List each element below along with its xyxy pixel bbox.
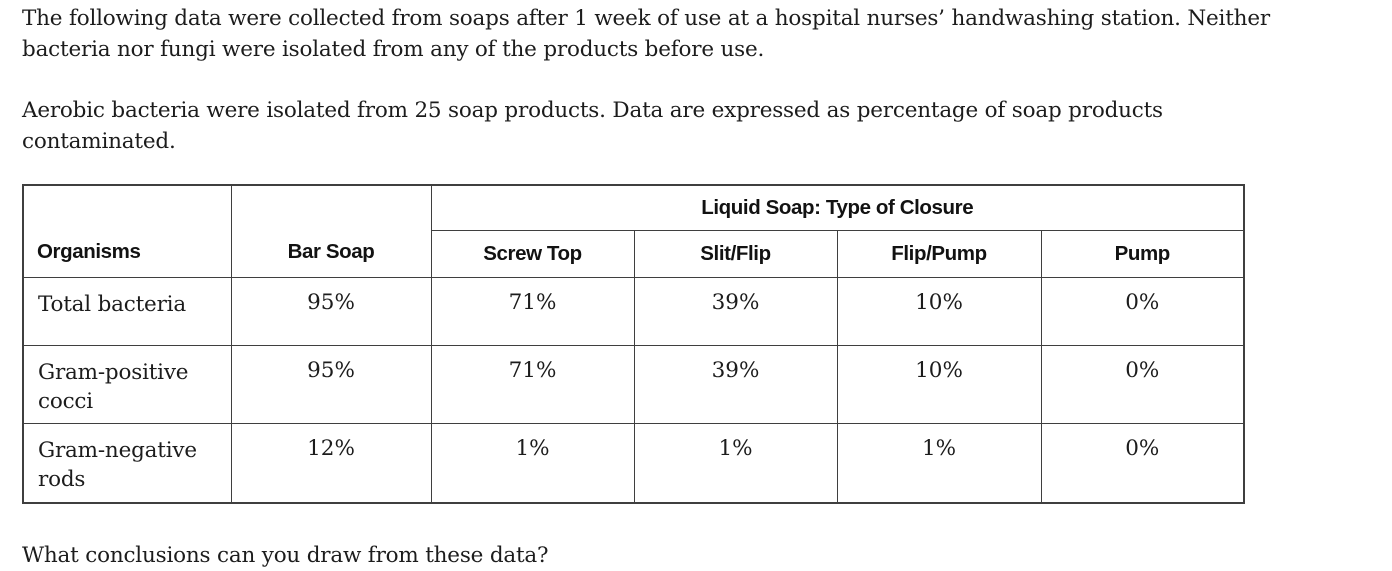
table-cell: 1%	[836, 422, 1042, 504]
row-label: Gram-negative rods	[22, 422, 232, 504]
question-text: What conclusions can you draw from these…	[22, 543, 549, 568]
table-cell: 10%	[836, 344, 1042, 424]
table-cell: 39%	[633, 344, 838, 424]
table-subheader-row: Screw Top Slit/Flip Flip/Pump Pump	[23, 229, 1245, 278]
table-cell: 0%	[1040, 422, 1245, 504]
table-cell: 1%	[430, 422, 635, 504]
column-header-screw-top: Screw Top	[430, 229, 635, 278]
table-row-gram-positive-cocci: Gram-positive cocci 95% 71% 39% 10% 0%	[22, 344, 1245, 424]
table-cell: 10%	[836, 276, 1042, 346]
soap-contamination-table: Organisms Bar Soap Liquid Soap: Type of …	[22, 184, 1246, 504]
table-cell: 1%	[633, 422, 838, 504]
column-header-slit-flip: Slit/Flip	[633, 229, 838, 278]
column-header-organisms: Organisms	[22, 184, 232, 278]
row-label: Gram-positive cocci	[22, 344, 232, 424]
column-group-header-liquid-soap: Liquid Soap: Type of Closure	[430, 184, 1245, 231]
table-cell: 39%	[633, 276, 838, 346]
table-cell: 95%	[230, 276, 432, 346]
table-group-header-row: Organisms Bar Soap Liquid Soap: Type of …	[22, 184, 1245, 278]
intro-paragraph: The following data were collected from s…	[22, 6, 1270, 62]
document-page: The following data were collected from s…	[22, 6, 1270, 568]
table-cell: 71%	[430, 344, 635, 424]
table-cell: 71%	[430, 276, 635, 346]
table-cell: 12%	[230, 422, 432, 504]
table-row-gram-negative-rods: Gram-negative rods 12% 1% 1% 1% 0%	[22, 422, 1245, 504]
table-cell: 0%	[1040, 344, 1245, 424]
row-label: Total bacteria	[22, 276, 232, 346]
table-row-total-bacteria: Total bacteria 95% 71% 39% 10% 0%	[22, 276, 1245, 346]
table-cell: 95%	[230, 344, 432, 424]
column-header-bar-soap: Bar Soap	[230, 184, 432, 278]
data-description-paragraph: Aerobic bacteria were isolated from 25 s…	[22, 98, 1163, 154]
column-header-pump: Pump	[1040, 229, 1245, 278]
table-cell: 0%	[1040, 276, 1245, 346]
column-header-flip-pump: Flip/Pump	[836, 229, 1042, 278]
